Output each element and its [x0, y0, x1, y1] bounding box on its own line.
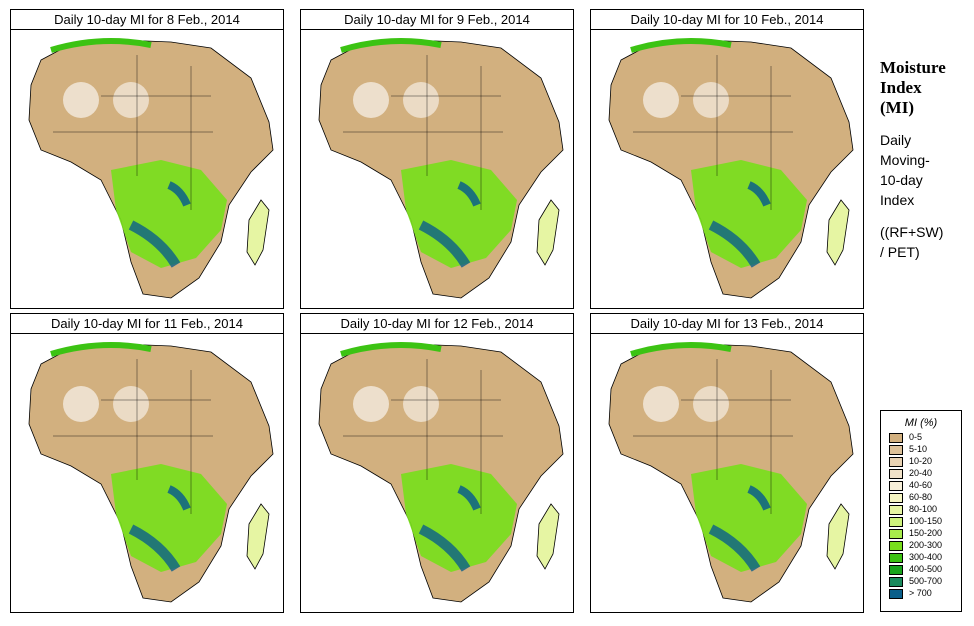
map-panel: Daily 10-day MI for 10 Feb., 2014 — [590, 9, 864, 309]
legend-item: 400-500 — [889, 564, 959, 575]
legend-swatch — [889, 553, 903, 563]
africa-map — [590, 29, 864, 309]
legend-swatch — [889, 457, 903, 467]
africa-map — [300, 333, 574, 613]
legend-item: 100-150 — [889, 516, 959, 527]
side-subtitle-line: Index — [880, 192, 915, 208]
panel-title: Daily 10-day MI for 13 Feb., 2014 — [590, 313, 864, 335]
side-title-line: Moisture — [880, 58, 946, 77]
side-title-line: Index — [880, 78, 922, 97]
legend-label: 500-700 — [909, 576, 943, 586]
legend-swatch — [889, 577, 903, 587]
legend-label: 0-5 — [909, 432, 923, 442]
legend-item: 200-300 — [889, 540, 959, 551]
legend-item: 80-100 — [889, 504, 959, 515]
legend-label: 100-150 — [909, 516, 943, 526]
legend-label: > 700 — [909, 588, 932, 598]
africa-map-graphic — [28, 342, 274, 603]
africa-map — [10, 29, 284, 309]
legend-swatch — [889, 433, 903, 443]
legend-title: MI (%) — [904, 417, 938, 429]
legend-item: 300-400 — [889, 552, 959, 563]
legend-label: 10-20 — [909, 456, 933, 466]
side-subtitle-line: Moving- — [880, 152, 930, 168]
legend-item: 20-40 — [889, 468, 959, 479]
map-panel: Daily 10-day MI for 12 Feb., 2014 — [300, 313, 574, 613]
formula: ((RF+SW) / PET) — [880, 222, 972, 262]
legend-label: 300-400 — [909, 552, 943, 562]
legend-item: 40-60 — [889, 480, 959, 491]
map-panel: Daily 10-day MI for 9 Feb., 2014 — [300, 9, 574, 309]
legend-label: 150-200 — [909, 528, 943, 538]
side-title-line: (MI) — [880, 98, 914, 117]
legend-item: 0-5 — [889, 432, 959, 443]
panel-title: Daily 10-day MI for 11 Feb., 2014 — [10, 313, 284, 335]
africa-map-graphic — [608, 342, 854, 603]
legend-swatch — [889, 565, 903, 575]
panel-title: Daily 10-day MI for 9 Feb., 2014 — [300, 9, 574, 31]
legend-swatch — [889, 445, 903, 455]
map-panel: Daily 10-day MI for 11 Feb., 2014 — [10, 313, 284, 613]
panel-title: Daily 10-day MI for 10 Feb., 2014 — [590, 9, 864, 31]
legend-swatch — [889, 589, 903, 599]
legend-swatch — [889, 517, 903, 527]
formula-line: / PET) — [880, 244, 920, 260]
legend-item: > 700 — [889, 588, 959, 599]
legend-swatch — [889, 505, 903, 515]
formula-line: ((RF+SW) — [880, 224, 944, 240]
map-panel: Daily 10-day MI for 13 Feb., 2014 — [590, 313, 864, 613]
legend-label: 5-10 — [909, 444, 928, 454]
legend-swatch — [889, 469, 903, 479]
legend-label: 200-300 — [909, 540, 943, 550]
africa-map — [10, 333, 284, 613]
legend-item: 150-200 — [889, 528, 959, 539]
map-panel: Daily 10-day MI for 8 Feb., 2014 — [10, 9, 284, 309]
legend-swatch — [889, 493, 903, 503]
side-subtitle: Daily Moving- 10-day Index — [880, 130, 970, 210]
legend-item: 10-20 — [889, 456, 959, 467]
africa-map — [300, 29, 574, 309]
africa-map-graphic — [318, 342, 564, 603]
legend-label: 20-40 — [909, 468, 933, 478]
panel-title: Daily 10-day MI for 8 Feb., 2014 — [10, 9, 284, 31]
side-subtitle-line: Daily — [880, 132, 912, 148]
side-subtitle-line: 10-day — [880, 172, 923, 188]
legend-label: 40-60 — [909, 480, 933, 490]
legend-swatch — [889, 541, 903, 551]
legend-swatch — [889, 481, 903, 491]
legend-item: 5-10 — [889, 444, 959, 455]
legend-label: 60-80 — [909, 492, 933, 502]
legend: MI (%) 0-5 5-10 10-20 20-40 40-60 60-80 … — [880, 410, 962, 612]
africa-map — [590, 333, 864, 613]
side-title: Moisture Index (MI) — [880, 58, 970, 118]
legend-label: 400-500 — [909, 564, 943, 574]
panel-title: Daily 10-day MI for 12 Feb., 2014 — [300, 313, 574, 335]
africa-map-graphic — [318, 38, 564, 299]
africa-map-graphic — [608, 38, 854, 299]
legend-item: 60-80 — [889, 492, 959, 503]
africa-map-graphic — [28, 38, 274, 299]
legend-item: 500-700 — [889, 576, 959, 587]
legend-label: 80-100 — [909, 504, 938, 514]
legend-swatch — [889, 529, 903, 539]
